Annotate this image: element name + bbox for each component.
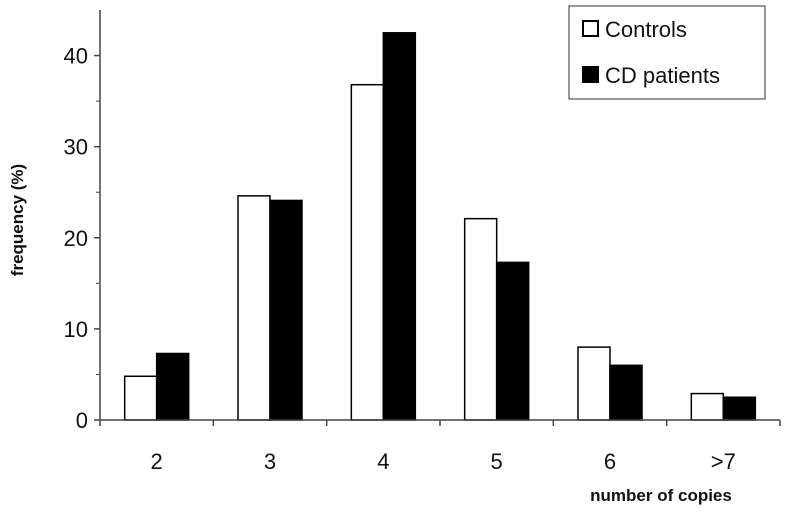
bar-controls: [350, 83, 385, 421]
legend-label-controls: Controls: [605, 17, 687, 42]
bar-cd-patients: [269, 199, 303, 421]
legend-swatch-controls: [582, 20, 599, 37]
ticks-layer: 0 10 20 30 40 2 3 4 5 6 >7: [64, 44, 781, 474]
bar-controls: [577, 346, 611, 421]
bar-cd-patients: [495, 261, 530, 421]
y-tick-label: 40: [64, 44, 88, 69]
x-tick-label: 3: [264, 449, 276, 474]
y-tick-label: 0: [76, 408, 88, 433]
legend-box: [568, 5, 766, 100]
bar-controls: [463, 217, 498, 421]
bar-controls: [237, 195, 271, 421]
bar-controls: [690, 392, 725, 421]
y-tick-label: 10: [64, 317, 88, 342]
x-tick-label: 2: [151, 449, 163, 474]
bar-cd-patients: [155, 352, 190, 421]
y-axis-title: frequency (%): [8, 164, 27, 276]
legend: Controls CD patients: [568, 5, 766, 100]
bar-cd-patients: [609, 364, 643, 421]
x-tick-label: 6: [604, 449, 616, 474]
bar-controls: [123, 375, 158, 421]
x-axis-title: number of copies: [590, 486, 732, 505]
x-tick-label: 5: [491, 449, 503, 474]
bar-cd-patients: [722, 396, 757, 421]
y-tick-label: 20: [64, 226, 88, 251]
y-tick-label: 30: [64, 135, 88, 160]
legend-label-cd-patients: CD patients: [605, 63, 720, 88]
bar-cd-patients: [382, 32, 417, 421]
x-tick-label: >7: [711, 449, 736, 474]
legend-swatch-cd-patients: [582, 66, 599, 83]
x-tick-label: 4: [377, 449, 389, 474]
